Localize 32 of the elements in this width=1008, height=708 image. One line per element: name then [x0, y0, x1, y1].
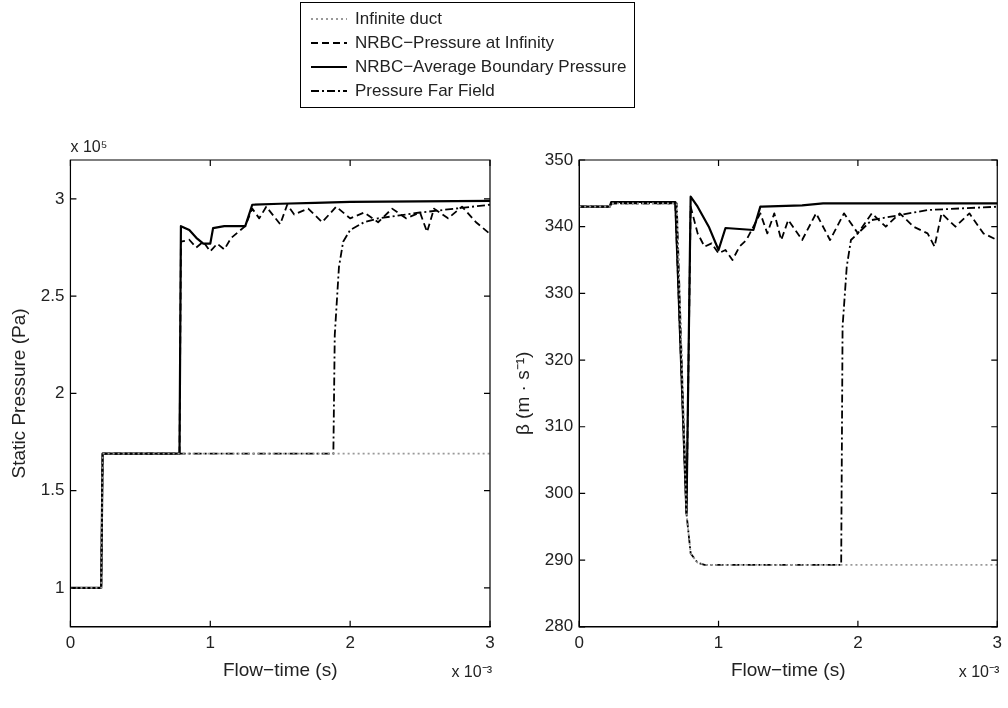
x-tick-label: 0 — [65, 632, 76, 652]
y-tick-label: 280 — [544, 616, 574, 636]
text: x 10⁻³ — [451, 663, 493, 681]
x-tick-label: 1 — [713, 632, 724, 652]
y-tick-label: 340 — [544, 216, 574, 236]
y-tick-label: 1 — [54, 577, 65, 597]
y-tick-label: 310 — [544, 416, 574, 436]
x-tick-label: 3 — [485, 632, 495, 652]
y-tick-label: 1.5 — [40, 480, 65, 500]
y-tick-label: 350 — [544, 149, 574, 169]
y-tick-label: 3 — [54, 188, 65, 208]
y-tick-label: 330 — [544, 283, 574, 303]
y-axis-title: Static Pressure (Pa) — [7, 308, 29, 479]
y-axis-title: β (m · s⁻¹) — [511, 351, 533, 436]
y-tick-label: 2.5 — [40, 285, 65, 305]
legend-label: NRBC−Average Boundary Pressure — [355, 57, 627, 77]
x-tick-label: 2 — [345, 632, 355, 652]
x-tick-label: 0 — [574, 632, 584, 652]
y-tick-label: 290 — [544, 549, 574, 569]
y-tick-label: 300 — [544, 483, 574, 503]
x-tick-label: 1 — [205, 632, 216, 652]
y-tick-label: 2 — [54, 383, 65, 403]
legend-label: Pressure Far Field — [355, 81, 495, 101]
x-tick-label: 3 — [992, 632, 1003, 652]
x-axis-title: Flow−time (s) — [222, 658, 338, 680]
legend-label: NRBC−Pressure at Infinity — [355, 33, 554, 53]
y-tick-label: 320 — [544, 349, 574, 369]
legend-label: Infinite duct — [355, 9, 442, 29]
x-axis-title: Flow−time (s) — [730, 658, 846, 680]
text: x 10⁵ — [70, 138, 108, 156]
x-tick-label: 2 — [853, 632, 863, 652]
text: x 10⁻³ — [958, 663, 1000, 681]
